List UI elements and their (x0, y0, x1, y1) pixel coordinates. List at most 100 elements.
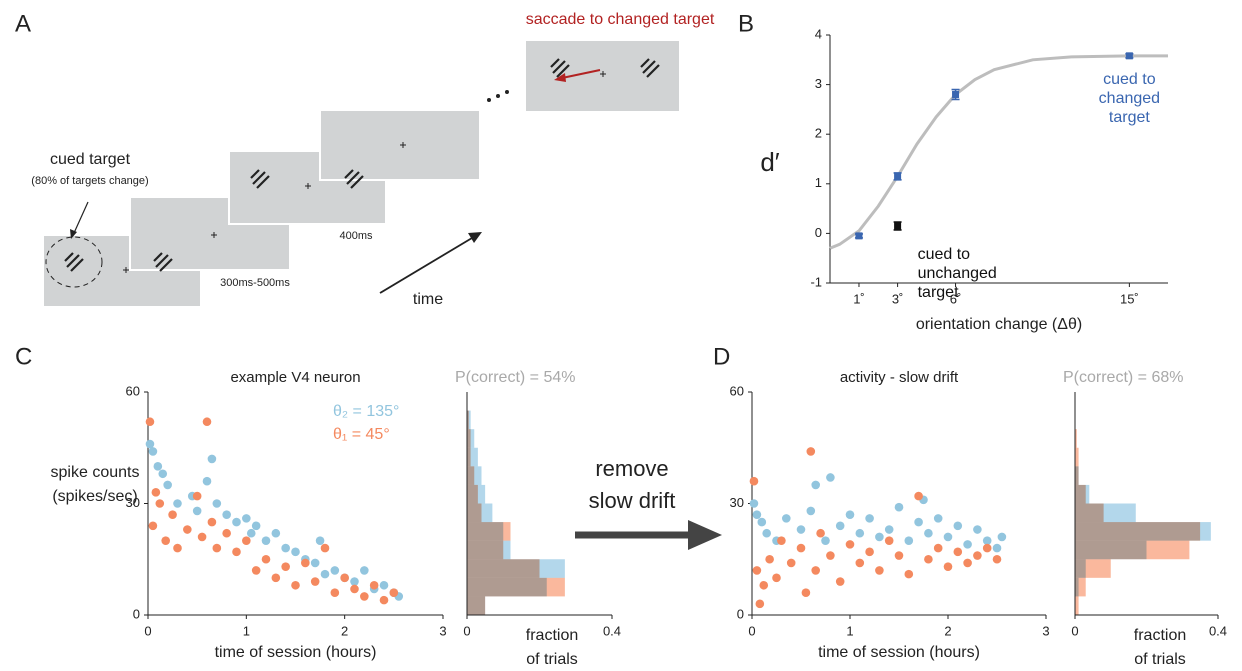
point (801, 588, 811, 597)
point (953, 547, 963, 557)
grating (250, 169, 270, 189)
point (973, 525, 982, 534)
time-arrow-head (468, 232, 482, 243)
histogram-bar (1075, 540, 1190, 560)
y-axis-title: (spikes/sec) (52, 488, 137, 505)
x-axis-title: orientation change (Δθ) (916, 316, 1082, 333)
point (973, 551, 982, 560)
interval-label: 300ms-500ms (220, 277, 290, 289)
chart-title: example V4 neuron (230, 369, 360, 386)
transform-label: remove (595, 456, 668, 481)
y-tick-label: 4 (815, 26, 822, 41)
point (330, 588, 340, 597)
point (845, 540, 855, 549)
point (811, 566, 820, 575)
point (924, 554, 933, 564)
point (904, 536, 914, 545)
point (963, 558, 972, 568)
trial-diagram: saccade to changed target cued target (8… (31, 11, 715, 308)
histogram-bar (467, 577, 565, 597)
grating (640, 58, 660, 78)
point (222, 510, 231, 519)
histogram-bar (467, 522, 511, 541)
histogram-bar (467, 503, 482, 523)
annotation: P(correct) = 54% (455, 369, 575, 386)
point (192, 491, 202, 501)
transform-arrow-head (688, 520, 722, 550)
point (158, 469, 168, 479)
x-tick-label: 2 (944, 623, 951, 638)
y-tick-label: 30 (126, 495, 140, 510)
point (145, 417, 155, 427)
point (151, 488, 161, 497)
y-tick-label: 1 (815, 175, 822, 190)
point (953, 521, 963, 531)
histogram-bar (1075, 559, 1111, 578)
y-tick-label: 2 (815, 126, 822, 141)
point (242, 514, 251, 523)
point (271, 573, 281, 583)
point (821, 536, 830, 545)
point (173, 543, 182, 553)
point (914, 517, 923, 527)
point (963, 540, 972, 549)
point (752, 510, 762, 519)
point (762, 528, 771, 538)
point (232, 517, 241, 527)
point (786, 558, 796, 568)
y-tick-label: -1 (810, 274, 822, 289)
cue-circle (45, 236, 103, 288)
point (749, 476, 759, 486)
point (310, 577, 320, 586)
point (924, 528, 933, 538)
y-axis-title: d′ (760, 147, 779, 177)
legend-label: θ₁ = 45° (333, 426, 390, 443)
point (943, 562, 953, 571)
grating (550, 58, 570, 78)
point (914, 491, 923, 501)
point (992, 543, 1002, 553)
cue-label: cued target (50, 151, 131, 168)
x-axis-title: fraction (526, 627, 578, 644)
point (389, 588, 399, 597)
x-tick-label: 6˚ (950, 291, 962, 306)
point (806, 447, 816, 456)
point (155, 499, 165, 508)
point (811, 480, 820, 490)
point (826, 473, 835, 482)
cue-arrow (73, 201, 89, 234)
x-tick-label: 0 (748, 623, 755, 638)
x-tick-label: 3 (1042, 623, 1049, 638)
ellipsis (487, 90, 509, 102)
point (202, 417, 212, 427)
x-tick-label: 0 (463, 623, 470, 638)
point (153, 462, 163, 471)
legend-label: θ₂ = 135° (333, 403, 399, 420)
histogram-bar (1075, 596, 1079, 615)
point (168, 510, 177, 519)
point (982, 536, 992, 545)
point (222, 528, 231, 538)
point (251, 566, 261, 575)
point (360, 592, 369, 601)
point (933, 543, 943, 553)
point (952, 91, 960, 99)
histogram-bar (1075, 484, 1086, 504)
point (350, 577, 359, 586)
point (796, 543, 806, 553)
point (301, 558, 310, 568)
point (765, 554, 774, 564)
point (982, 543, 992, 553)
x-tick-label: 15˚ (1120, 291, 1139, 306)
point (992, 554, 1002, 564)
point (148, 447, 158, 456)
point (855, 528, 865, 538)
point (875, 532, 884, 542)
x-tick-label: 1˚ (853, 291, 865, 306)
point (242, 536, 251, 545)
point (826, 551, 835, 560)
point (330, 566, 340, 575)
point (816, 528, 825, 538)
x-axis-title: time of session (hours) (818, 644, 980, 661)
